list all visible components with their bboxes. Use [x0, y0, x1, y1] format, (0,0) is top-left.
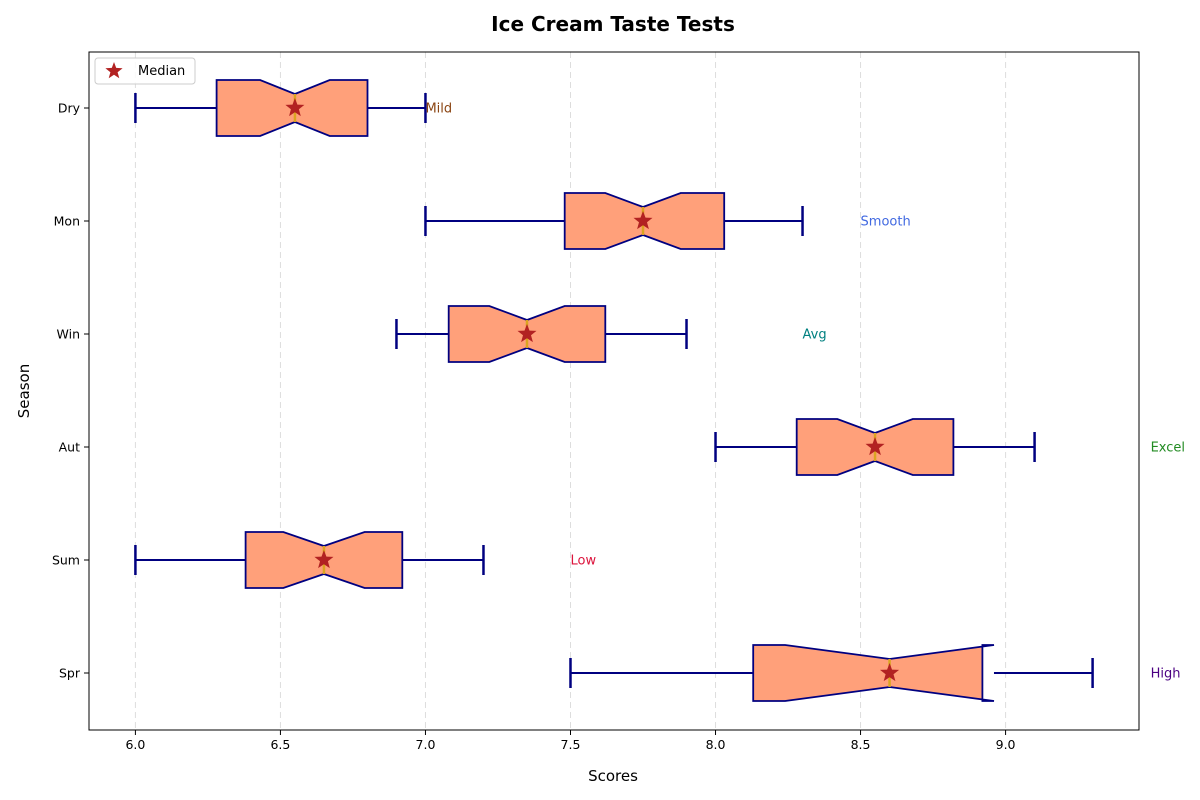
box-body [752, 644, 995, 702]
y-tick-label: Mon [54, 214, 80, 229]
chart-title: Ice Cream Taste Tests [491, 12, 735, 36]
box-mon [424, 192, 804, 250]
box-aut [714, 418, 1036, 476]
x-axis-ticks: 6.0 6.5 7.0 7.5 8.0 8.5 9.0 [125, 730, 1016, 752]
box-win [395, 305, 688, 363]
median-star [517, 324, 537, 343]
box-series [134, 79, 1094, 702]
annotation-aut: Excel [1151, 441, 1185, 456]
median-star [865, 437, 885, 456]
x-tick-label: 6.5 [270, 737, 290, 752]
y-tick-label: Sum [52, 553, 80, 568]
y-axis-label: Season [15, 364, 33, 418]
box-spr [569, 644, 1094, 702]
y-tick-label: Aut [59, 440, 80, 455]
y-axis-ticks: Dry Mon Win Aut Sum Spr [52, 101, 89, 681]
legend: Median [94, 57, 196, 85]
y-tick-label: Win [57, 327, 80, 342]
box-sum [134, 531, 485, 589]
annotations: Mild Smooth Avg Excel Low High [425, 102, 1185, 682]
annotation-spr: High [1151, 667, 1181, 682]
x-tick-label: 8.0 [706, 737, 726, 752]
annotation-mon: Smooth [861, 215, 911, 230]
y-tick-label: Dry [58, 101, 81, 116]
annotation-dry: Mild [425, 102, 452, 117]
box-dry [134, 79, 427, 137]
grid-lines [134, 52, 1007, 730]
y-tick-label: Spr [59, 666, 81, 681]
plot-frame [88, 51, 1140, 731]
median-star [880, 663, 900, 682]
x-axis-label: Scores [588, 767, 638, 785]
median-star [633, 211, 653, 230]
x-tick-label: 7.0 [416, 737, 436, 752]
x-tick-label: 7.5 [561, 737, 581, 752]
median-star [314, 550, 334, 569]
x-tick-label: 8.5 [851, 737, 871, 752]
x-tick-label: 9.0 [996, 737, 1016, 752]
median-star [285, 98, 305, 117]
legend-box [94, 57, 196, 85]
legend-star-icon [105, 62, 123, 79]
x-tick-label: 6.0 [125, 737, 145, 752]
annotation-sum: Low [570, 554, 596, 569]
legend-label: Median [138, 64, 185, 79]
annotation-win: Avg [803, 328, 827, 343]
